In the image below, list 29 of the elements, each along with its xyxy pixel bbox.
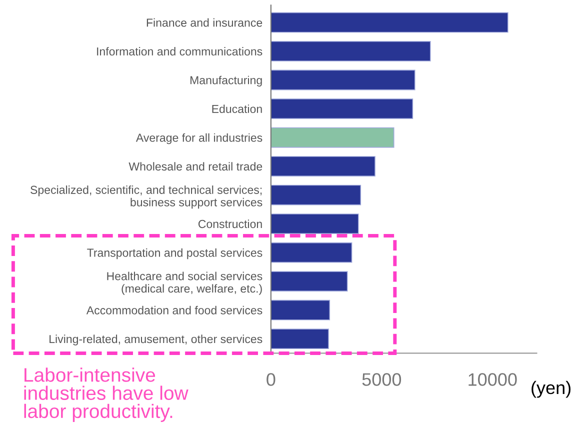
bar: [270, 184, 362, 206]
y-tick-label: Living-related, amusement, other services: [50, 334, 262, 346]
bar: [270, 271, 348, 292]
y-tick-label: Manufacturing: [190, 76, 262, 87]
y-tick-label: Average for all industries: [136, 133, 262, 144]
y-tick-label: Specialized, scientific, and technical services; business support services: [30, 185, 262, 209]
bar: [270, 98, 414, 119]
bar: [270, 328, 329, 350]
y-tick-label: Information and communications: [97, 47, 262, 56]
bar: [270, 127, 394, 148]
bar: [270, 156, 376, 176]
y-tick-label: Construction: [198, 220, 262, 228]
y-tick-label: Healthcare and social services (medical care, welfare, etc.): [107, 272, 262, 295]
bar: [270, 300, 330, 320]
bar: [270, 214, 359, 234]
x-axis-title: (yen): [532, 380, 570, 398]
x-tick-label: 10000: [468, 373, 517, 386]
x-tick-label: 5000: [362, 373, 402, 386]
y-tick-label: Transportation and postal services: [87, 248, 262, 260]
y-tick-label: Accommodation and food services: [86, 306, 262, 314]
y-tick-label: Finance and insurance: [146, 18, 262, 27]
x-tick-label: 0: [266, 373, 276, 386]
y-tick-label: Education: [212, 104, 262, 114]
bar: [270, 12, 508, 33]
bar: [270, 242, 352, 263]
y-tick-label: Wholesale and retail trade: [128, 162, 262, 171]
bar: [270, 41, 431, 62]
text: Labor-intensive industries have low labor productivity.: [24, 368, 188, 422]
bar: [270, 70, 416, 90]
